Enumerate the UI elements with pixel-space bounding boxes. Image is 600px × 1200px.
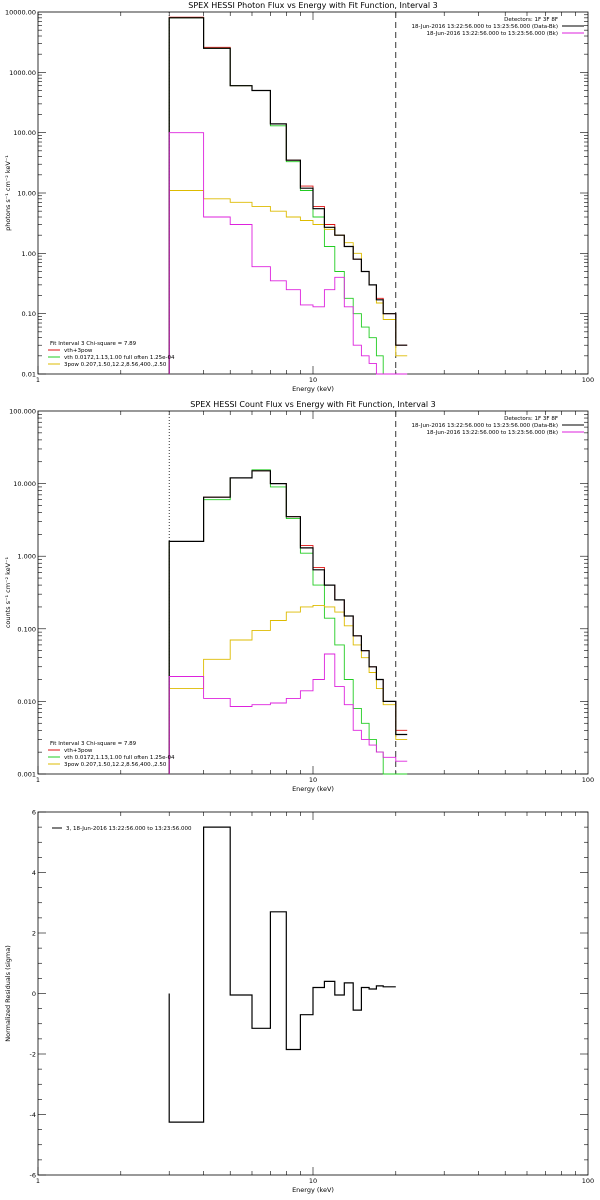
legend-entry: 18-Jun-2016 13:22:56.000 to 13:23:56.000… — [426, 31, 558, 37]
series-line-bpow — [168, 190, 408, 374]
y-tick-label: 0.001 — [17, 771, 36, 779]
y-tick-label: -6 — [30, 1172, 36, 1180]
legend-entry: 3pow 0.207,1.50,12.2,8.56,400.,2.50 — [64, 762, 167, 768]
y-tick-label: -4 — [30, 1111, 36, 1119]
y-tick-label: 4 — [32, 869, 36, 877]
y-axis-label: photons s⁻¹ cm⁻² keV⁻¹ — [4, 155, 12, 231]
series-line-vth — [168, 17, 408, 375]
legend-entry: Detectors: 1F 3F 8F — [504, 17, 558, 23]
legend-entry: vth+3pow — [64, 348, 93, 354]
chart-panel-2 — [37, 410, 589, 775]
x-tick-label: 1 — [36, 776, 40, 784]
x-tick-label: 10 — [309, 776, 317, 784]
y-tick-label: 0.100 — [17, 625, 36, 633]
x-tick-label: 100 — [582, 1177, 594, 1185]
chart-title: SPEX HESSI Count Flux vs Energy with Fit… — [190, 400, 435, 409]
x-axis-label: Energy (keV) — [292, 1186, 334, 1194]
y-tick-label: 10.000 — [13, 480, 36, 488]
legend-entry: 3, 18-Jun-2016 13:22:56.000 to 13:23:56.… — [66, 826, 192, 832]
y-tick-label: 0.010 — [17, 698, 36, 706]
y-tick-label: 1000.00 — [9, 69, 36, 77]
y-tick-label: 10.00 — [17, 190, 36, 198]
y-tick-label: 0.10 — [22, 310, 36, 318]
chart-panel-1 — [37, 11, 589, 375]
chart-title: SPEX HESSI Photon Flux vs Energy with Fi… — [188, 1, 438, 10]
legend-entry: Fit Interval 3 Chi-square = 7.89 — [50, 341, 137, 347]
series-line-bpow — [168, 604, 408, 774]
series-line-background — [168, 653, 408, 774]
series-line-data — [168, 470, 408, 774]
x-tick-label: 100 — [582, 376, 594, 384]
legend-entry: Detectors: 1F 3F 8F — [504, 416, 558, 422]
x-tick-label: 10 — [309, 1177, 317, 1185]
series-line-data — [168, 826, 396, 1123]
y-tick-label: 0 — [32, 990, 36, 998]
x-tick-label: 10 — [309, 376, 317, 384]
legend-entry: vth+3pow — [64, 748, 93, 754]
y-tick-label: 1.00 — [22, 250, 36, 258]
series-line-background — [168, 132, 408, 375]
x-tick-label: 100 — [582, 776, 594, 784]
y-tick-label: 10000.00 — [5, 9, 36, 17]
y-tick-label: -2 — [30, 1051, 36, 1059]
legend-entry: 18-Jun-2016 13:22:56.000 to 13:23:56.000… — [412, 423, 558, 429]
y-tick-label: 100.00 — [13, 129, 36, 137]
legend-entry: 18-Jun-2016 13:22:56.000 to 13:23:56.000… — [426, 430, 558, 436]
y-tick-label: 6 — [32, 809, 36, 817]
y-axis-label: Normalized Residuals (sigma) — [4, 945, 12, 1042]
y-tick-label: 1.000 — [17, 553, 36, 561]
chart-panel-3 — [37, 811, 589, 1176]
y-tick-label: 2 — [32, 930, 36, 938]
legend-entry: 18-Jun-2016 13:22:56.000 to 13:23:56.000… — [412, 24, 558, 30]
x-tick-label: 1 — [36, 376, 40, 384]
x-axis-label: Energy (keV) — [292, 785, 334, 793]
plot-frame — [37, 410, 589, 775]
series-line-vth_bpow — [168, 16, 408, 374]
y-tick-label: 100.000 — [9, 408, 36, 416]
y-tick-label: 0.01 — [22, 371, 36, 379]
legend-entry: vth 0.0172,1.13,1.00 full often 1.25e-04 — [64, 755, 175, 761]
x-axis-label: Energy (keV) — [292, 385, 334, 393]
legend-entry: Fit Interval 3 Chi-square = 7.89 — [50, 741, 137, 747]
y-axis-label: counts s⁻¹ cm⁻² keV⁻¹ — [4, 556, 12, 628]
legend-entry: vth 0.0172,1.13,1.00 full often 1.25e-04 — [64, 355, 175, 361]
series-line-data — [168, 17, 408, 374]
legend-entry: 3pow 0.207,1.50,12.2,8.56,400.,2.50 — [64, 362, 167, 368]
series-line-vth — [168, 469, 408, 775]
x-tick-label: 1 — [36, 1177, 40, 1185]
